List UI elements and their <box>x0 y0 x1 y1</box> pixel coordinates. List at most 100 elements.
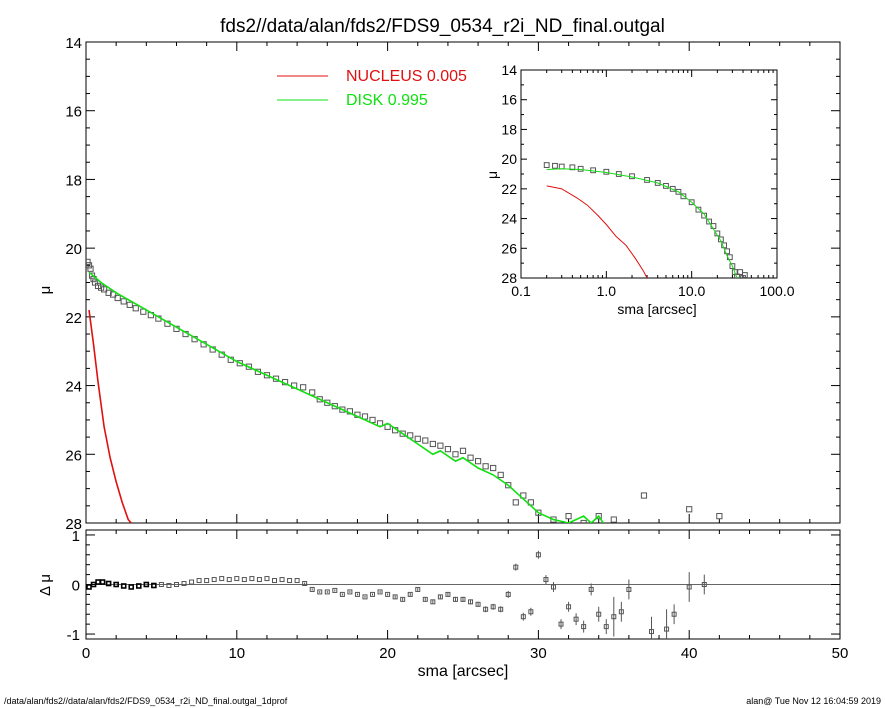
residual-data-point <box>362 594 368 600</box>
main-data-point <box>482 463 489 470</box>
residual-data-point <box>339 591 345 597</box>
residual-data-point <box>550 584 556 590</box>
inset-ytick-label: 18 <box>501 121 517 137</box>
main-data-point <box>437 442 444 449</box>
residual-data-point <box>664 626 670 632</box>
residual-data-point <box>249 576 255 582</box>
residual-data-point <box>573 616 579 622</box>
residual-data-point <box>452 596 458 602</box>
inset-xtick-label: 100.0 <box>759 283 794 299</box>
residual-data-point <box>226 577 232 583</box>
residual-data-point <box>86 584 92 590</box>
inset-xtick-label: 10.0 <box>678 283 705 299</box>
residual-data-point <box>528 609 534 615</box>
residual-data-point <box>272 578 277 584</box>
main-data-point <box>399 430 406 437</box>
inset-data-point <box>577 165 584 172</box>
inset-plot-area <box>543 162 748 278</box>
main-data-point <box>120 298 127 305</box>
main-data-point <box>88 272 96 279</box>
main-data-point <box>339 406 346 413</box>
residual-data-point <box>596 611 602 617</box>
main-data-point <box>490 464 497 472</box>
residual-data-point <box>686 584 692 590</box>
inset-data-point <box>729 263 736 270</box>
residual-data-point <box>204 578 210 584</box>
main-data-point <box>497 471 504 478</box>
residual-data-point <box>113 581 119 588</box>
residual-xtick-label: 50 <box>832 645 849 662</box>
residual-data-point <box>211 577 217 583</box>
inset-data-point <box>706 218 712 225</box>
residual-xtick-label: 10 <box>228 645 245 662</box>
main-data-point <box>467 454 474 461</box>
residual-data-point <box>407 591 413 597</box>
residual-data-point <box>535 552 541 558</box>
inset-ytick-label: 28 <box>501 270 517 286</box>
residual-xtick-label: 0 <box>82 645 90 662</box>
residual-data-point <box>701 582 707 587</box>
main-data-point <box>686 506 693 513</box>
residual-data-point <box>181 581 187 587</box>
residual-data-point <box>317 589 323 595</box>
residual-xtick-label: 40 <box>681 645 698 662</box>
inset-data-point <box>734 273 740 278</box>
residual-data-point <box>279 577 285 583</box>
main-data-point <box>105 289 112 296</box>
inset-data-point <box>552 162 558 169</box>
inset-data-point <box>724 248 730 255</box>
chart-title: fds2//data/alan/fds2/FDS9_0534_r2i_ND_fi… <box>220 16 665 37</box>
main-data-point <box>86 258 91 265</box>
main-data-point <box>565 513 572 520</box>
residual-data-point <box>294 578 300 584</box>
residual-data-point <box>324 589 330 595</box>
residual-data-point <box>460 596 466 602</box>
inset-y-axis-label: μ <box>484 171 500 179</box>
main-data-point <box>263 372 271 379</box>
inset-ytick-label: 24 <box>501 211 517 227</box>
residual-data-point <box>143 581 150 588</box>
residual-data-point <box>189 579 195 585</box>
main-data-point <box>126 301 133 308</box>
residual-data-point <box>468 599 474 605</box>
main-data-point <box>132 305 139 312</box>
residual-data-point <box>385 591 391 597</box>
residual-data-point <box>618 609 624 615</box>
main-data-point <box>459 447 467 454</box>
main-data-point <box>100 286 108 293</box>
inset-data-point <box>688 199 695 206</box>
residual-data-point <box>234 576 240 582</box>
residual-data-point <box>219 576 225 582</box>
inset-ytick-label: 14 <box>501 62 517 78</box>
residual-data-point <box>483 606 489 612</box>
main-data-point <box>580 519 587 523</box>
residual-data-point <box>430 599 436 605</box>
main-y-axis-label: μ <box>37 286 54 295</box>
main-ytick-label: 20 <box>65 241 82 258</box>
main-data-point <box>110 291 117 298</box>
residual-data-point <box>332 587 338 593</box>
residual-ytick-label: 0 <box>72 578 80 595</box>
main-data-point <box>595 513 602 520</box>
residual-data-point <box>135 583 142 589</box>
residual-data-point <box>513 564 519 570</box>
main-data-point <box>114 294 121 302</box>
residual-data-point <box>377 589 383 595</box>
inset-ytick-label: 20 <box>501 151 517 167</box>
residual-data-point <box>241 577 247 583</box>
residual-data-point <box>256 577 262 583</box>
inset-data-point <box>675 188 682 195</box>
residual-data-point <box>445 591 451 597</box>
main-data-point <box>86 262 93 269</box>
residual-data-point <box>99 579 106 585</box>
residual-data-point <box>370 591 376 597</box>
residual-data-point <box>671 611 677 617</box>
residual-data-point <box>558 621 564 627</box>
main-ytick-label: 24 <box>65 379 82 396</box>
main-data-point <box>535 509 542 516</box>
x-axis-label: sma [arcsec] <box>418 663 509 680</box>
residual-data-point <box>400 596 406 602</box>
main-data-point <box>87 265 94 272</box>
footer-file-path: /data/alan/fds2//data/alan/fds2/FDS9_053… <box>4 696 288 706</box>
